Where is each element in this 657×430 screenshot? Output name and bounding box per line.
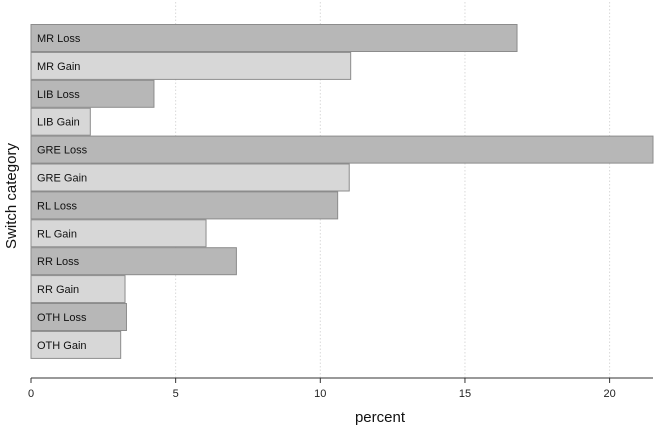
- category-label: RR Gain: [37, 284, 79, 296]
- bar: [30, 163, 350, 192]
- category-label: RL Loss: [37, 200, 77, 212]
- category-label: RL Gain: [37, 228, 77, 240]
- bar: [30, 303, 127, 331]
- category-label: LIB Loss: [37, 89, 80, 101]
- x-tick-label: 20: [603, 388, 615, 400]
- bar: [30, 107, 91, 136]
- bar: [30, 275, 126, 304]
- x-tick-label: 15: [459, 388, 471, 400]
- bar: [30, 24, 518, 52]
- y-axis-title: Switch category: [3, 143, 20, 249]
- bar: [30, 79, 155, 108]
- bars: MR Loss MR Gain LIB Loss LIB Gain GRE Loss GR…: [30, 24, 654, 359]
- x-tick-label: 5: [173, 388, 179, 400]
- bar: [30, 191, 339, 220]
- category-label: GRE Gain: [37, 173, 87, 185]
- x-axis-title: percent: [355, 409, 406, 426]
- category-label: LIB Gain: [37, 117, 80, 129]
- category-label: OTH Gain: [37, 340, 87, 352]
- category-label: RR Loss: [37, 256, 80, 268]
- bar: [30, 330, 122, 359]
- category-label: OTH Loss: [37, 312, 87, 324]
- x-axis: 0 5 10 15 20: [28, 377, 653, 400]
- bar: [30, 135, 654, 164]
- category-label: MR Loss: [37, 33, 81, 45]
- bar: [30, 219, 207, 248]
- bar: [30, 51, 352, 80]
- x-tick-label: 10: [314, 388, 326, 400]
- category-label: MR Gain: [37, 61, 80, 73]
- category-label: GRE Loss: [37, 145, 88, 157]
- x-tick-label: 0: [28, 388, 34, 400]
- bar: [30, 247, 237, 276]
